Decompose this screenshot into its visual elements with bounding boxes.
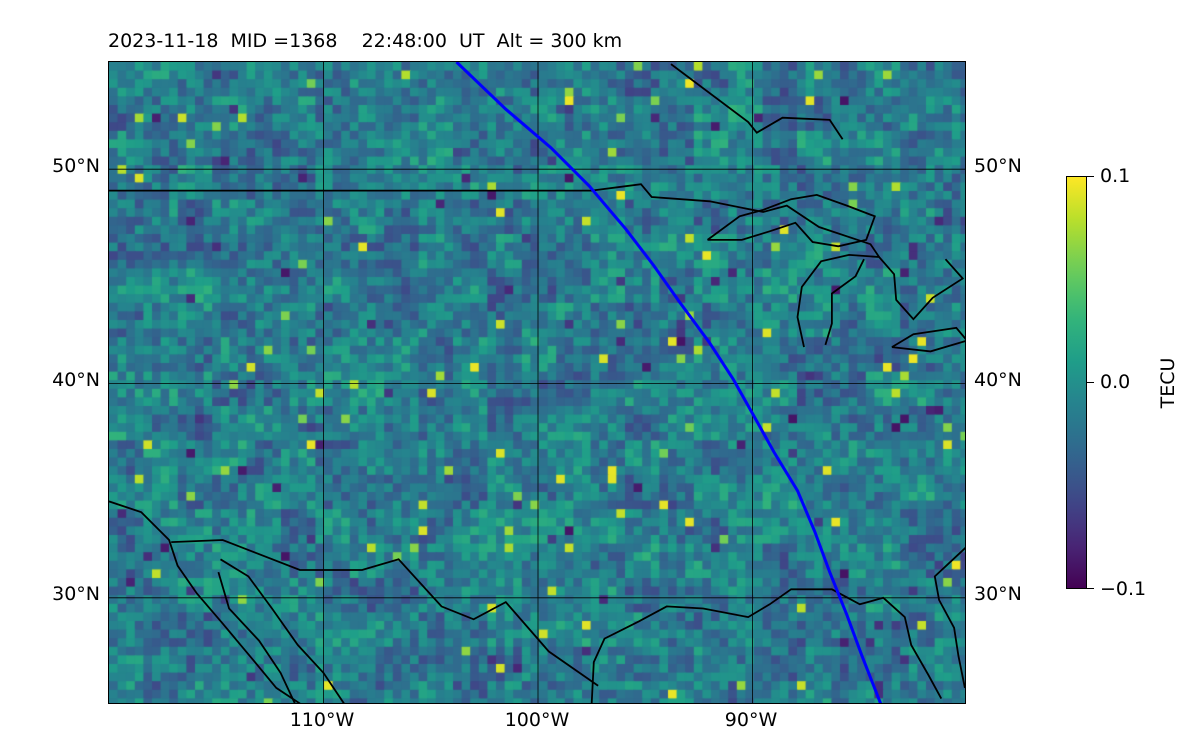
lon-label-110w: 110°W [289,709,355,731]
gulf-of-california-coast [220,558,345,703]
lat-label-right-40: 40°N [974,369,1022,391]
colorbar-tick-min [1087,588,1094,590]
lake-erie-shore [891,326,965,353]
lat-label-left-40: 40°N [52,369,100,391]
lake-michigan-east-shore [824,258,865,346]
lake-superior-shore [706,193,876,248]
florida-atlantic-coast [933,547,965,689]
lake-michigan-huron-shore [796,253,965,348]
graticule [109,62,965,703]
coastlines-and-borders [109,63,965,703]
hudson-bay-shore [670,63,844,140]
gulf-of-mexico-coast [590,588,943,703]
pacific-baja-coast [109,500,301,703]
colorbar-tick-label-zero: 0.0 [1100,371,1131,393]
colorbar-tick-max [1087,176,1094,178]
colorbar-tick-zero [1087,382,1094,384]
map-panel [108,61,966,704]
lat-label-left-50: 50°N [52,155,100,177]
us-canada-border [109,183,880,258]
lon-label-90w: 90°W [724,709,778,731]
map-overlay [109,62,965,703]
lon-label-100w: 100°W [504,709,570,731]
colorbar-tick-label-min: −0.1 [1100,578,1147,600]
lat-label-left-30: 30°N [52,583,100,605]
lat-label-right-50: 50°N [974,155,1022,177]
colorbar-label: TECU [1157,357,1179,409]
baja-gulf-coast [217,571,296,703]
colorbar [1066,176,1087,589]
colorbar-tick-label-max: 0.1 [1100,165,1131,187]
plot-title: 2023-11-18 MID =1368 22:48:00 UT Alt = 3… [108,30,623,52]
satellite-track [455,62,883,703]
us-mexico-border [171,539,599,687]
lat-label-right-30: 30°N [974,583,1022,605]
